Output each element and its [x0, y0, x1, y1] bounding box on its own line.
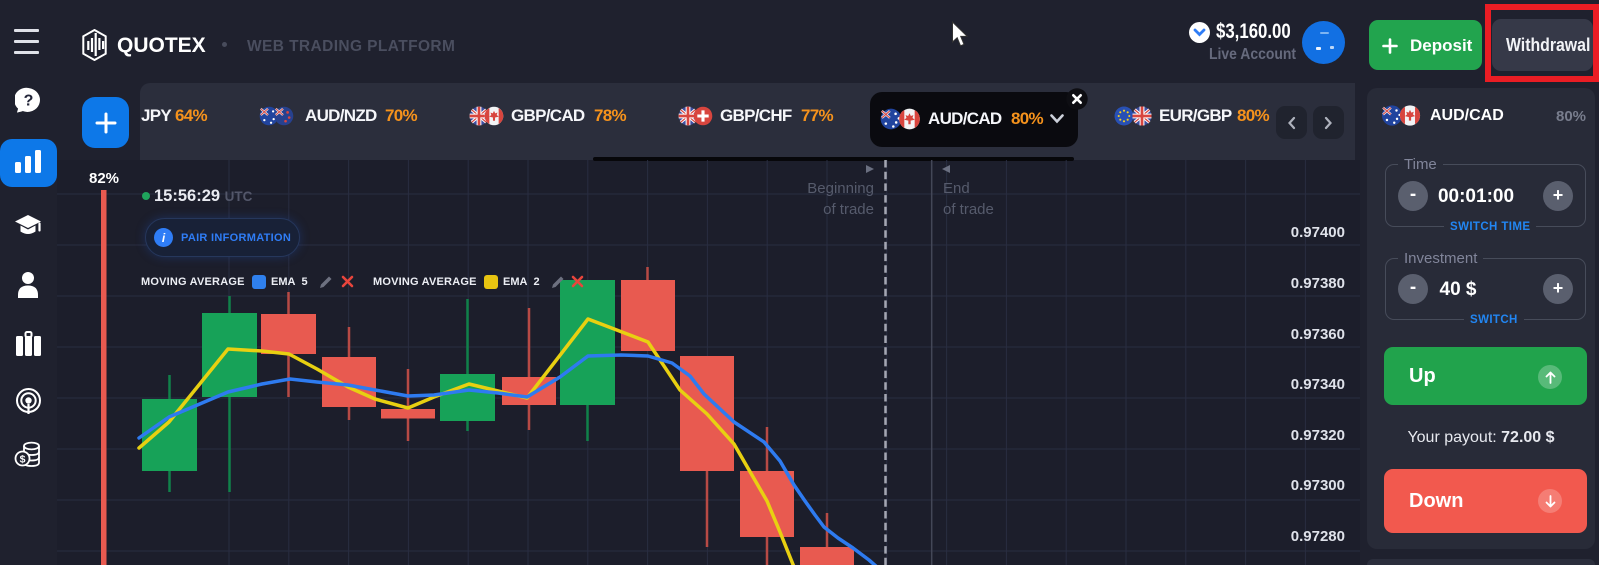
svg-text:?: ? — [24, 93, 34, 110]
svg-text:$: $ — [20, 454, 26, 466]
